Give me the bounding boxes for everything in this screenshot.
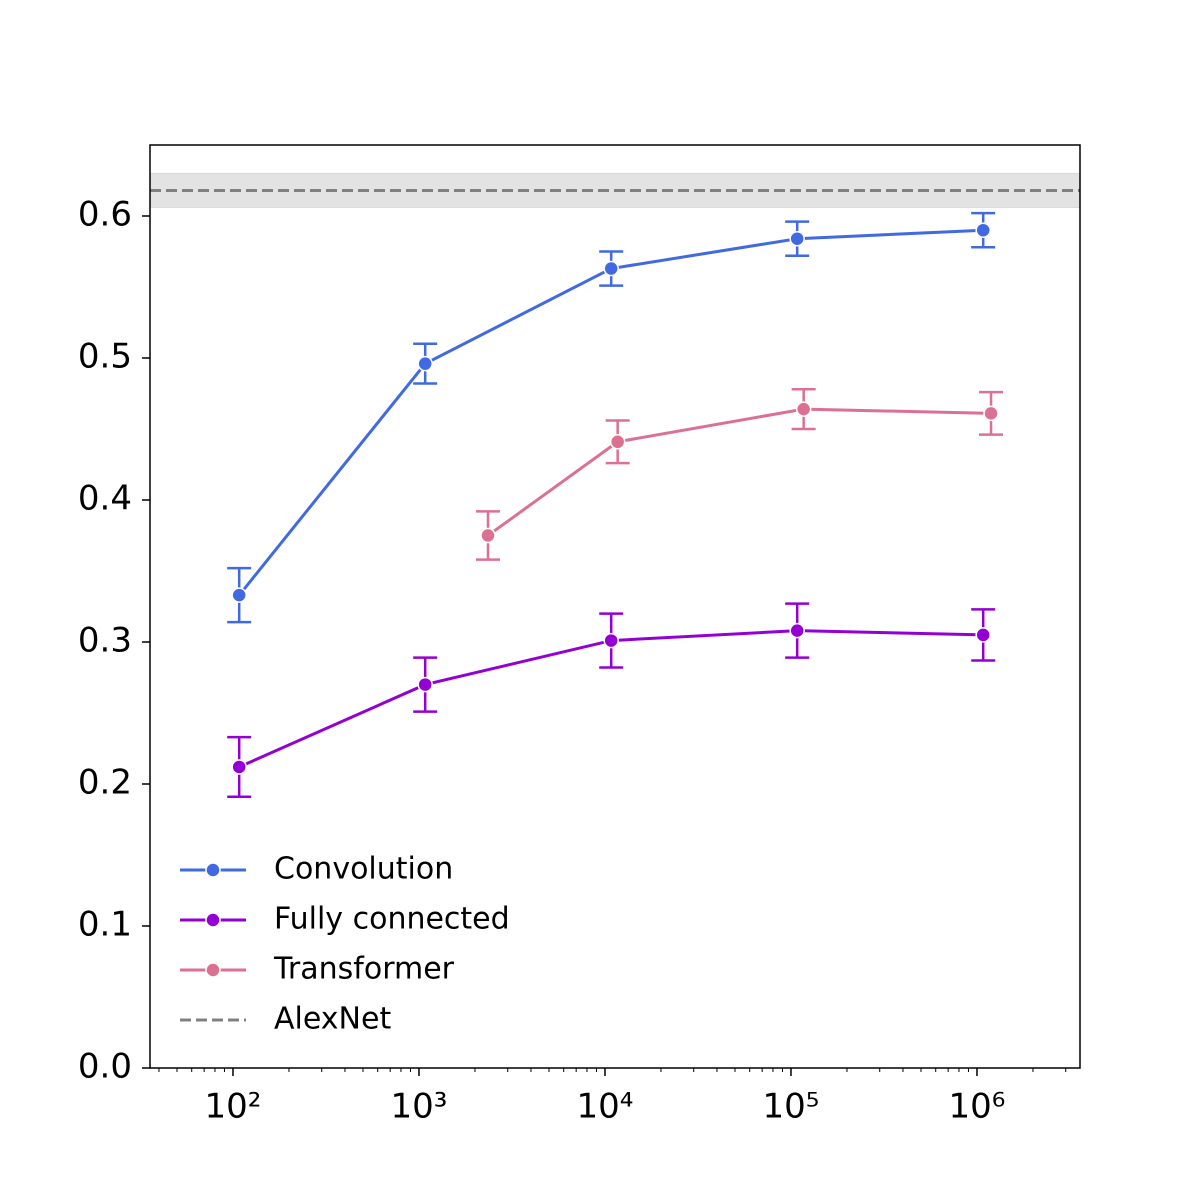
y-tick-label: 0.0 xyxy=(78,1047,132,1087)
x-tick-label: 10³ xyxy=(391,1087,448,1127)
point xyxy=(983,405,999,422)
point xyxy=(975,627,991,643)
series-line xyxy=(487,407,992,537)
point xyxy=(795,401,812,417)
legend-label: Transformer xyxy=(273,952,455,987)
legend-label: Convolution xyxy=(274,852,453,887)
point xyxy=(417,355,433,372)
point xyxy=(975,222,991,238)
point xyxy=(417,676,433,693)
y-tick-label: 0.4 xyxy=(78,479,132,519)
legend-marker xyxy=(205,962,221,978)
plot-frame xyxy=(149,144,1081,1069)
y-tick-label: 0.5 xyxy=(78,337,132,377)
point xyxy=(480,527,496,544)
y-tick-label: 0.1 xyxy=(78,905,132,945)
legend-label: Fully connected xyxy=(274,902,510,937)
y-tick-label: 0.3 xyxy=(78,621,132,661)
legend-marker xyxy=(205,912,221,928)
point xyxy=(789,230,805,247)
point xyxy=(231,587,247,603)
point xyxy=(609,434,626,450)
x-tick-label: 10⁴ xyxy=(577,1087,634,1127)
y-tick-label: 0.2 xyxy=(78,763,132,803)
x-tick-label: 10² xyxy=(205,1087,262,1127)
x-tick-label: 10⁶ xyxy=(949,1087,1006,1127)
y-tick-label: 0.6 xyxy=(78,195,132,235)
x-tick-label: 10⁵ xyxy=(763,1087,820,1127)
legend-marker xyxy=(205,862,221,878)
point xyxy=(231,759,247,775)
point xyxy=(603,260,619,277)
point xyxy=(603,632,619,649)
point xyxy=(789,622,805,639)
legend-label: AlexNet xyxy=(274,1002,391,1037)
